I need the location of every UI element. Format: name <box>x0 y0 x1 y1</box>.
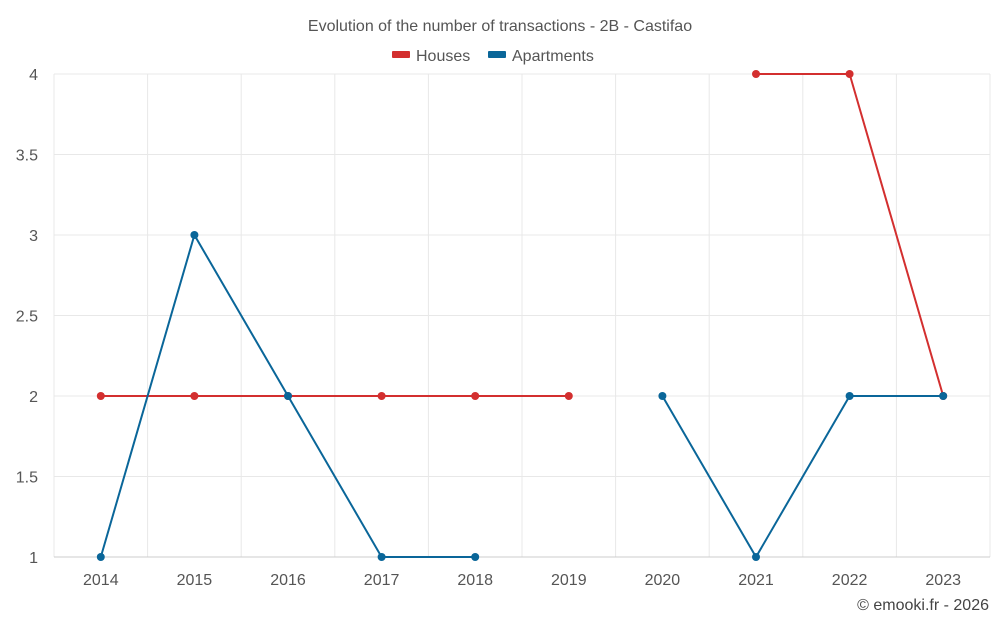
x-tick-label: 2016 <box>270 572 306 589</box>
y-tick-label: 1.5 <box>16 470 38 487</box>
data-point-houses[interactable] <box>845 70 854 78</box>
legend-label: Houses <box>416 48 470 65</box>
data-point-houses[interactable] <box>96 392 105 400</box>
series-group <box>96 70 948 561</box>
data-point-apartments[interactable] <box>284 392 292 400</box>
y-tick-label: 1 <box>29 550 38 567</box>
axes: 1 1.5 2 2.5 3 3.5 4 2014 2015 2016 2017 2018 2019 202… <box>16 67 990 589</box>
y-tick-label: 3 <box>29 228 38 245</box>
legend-item-apartments[interactable]: Apartments <box>488 48 594 65</box>
data-point-apartments[interactable] <box>96 553 105 561</box>
x-tick-label: 2022 <box>832 572 868 589</box>
data-point-houses[interactable] <box>377 392 386 400</box>
data-point-apartments[interactable] <box>471 553 480 561</box>
data-point-houses[interactable] <box>471 392 480 400</box>
data-point-apartments[interactable] <box>377 553 386 561</box>
series-apartments <box>96 231 948 561</box>
legend-item-houses[interactable]: Houses <box>392 48 470 65</box>
data-point-houses[interactable] <box>752 70 760 78</box>
x-tick-label: 2018 <box>457 572 493 589</box>
x-tick-label: 2019 <box>551 572 587 589</box>
y-tick-label: 3.5 <box>16 148 38 165</box>
credit-text: © emooki.fr - 2026 <box>857 597 989 614</box>
y-tick-label: 2 <box>29 389 38 406</box>
data-point-houses[interactable] <box>190 392 199 400</box>
data-point-apartments[interactable] <box>190 231 199 239</box>
x-tick-label: 2023 <box>925 572 961 589</box>
data-point-apartments[interactable] <box>939 392 948 400</box>
data-point-apartments[interactable] <box>752 553 760 561</box>
x-tick-label: 2020 <box>645 572 681 589</box>
data-point-apartments[interactable] <box>658 392 667 400</box>
chart-title: Evolution of the number of transactions … <box>308 18 692 35</box>
legend-swatch <box>488 51 506 58</box>
y-tick-label: 2.5 <box>16 309 38 326</box>
grid <box>53 73 991 558</box>
legend: Houses Apartments <box>392 48 594 65</box>
y-tick-label: 4 <box>29 67 38 84</box>
legend-label: Apartments <box>512 48 594 65</box>
x-tick-label: 2014 <box>83 572 119 589</box>
legend-swatch <box>392 51 410 58</box>
x-tick-label: 2021 <box>738 572 774 589</box>
x-tick-label: 2017 <box>364 572 400 589</box>
data-point-houses[interactable] <box>564 392 573 400</box>
x-tick-label: 2015 <box>177 572 213 589</box>
series-line-apartments <box>661 395 944 558</box>
data-point-apartments[interactable] <box>845 392 854 400</box>
